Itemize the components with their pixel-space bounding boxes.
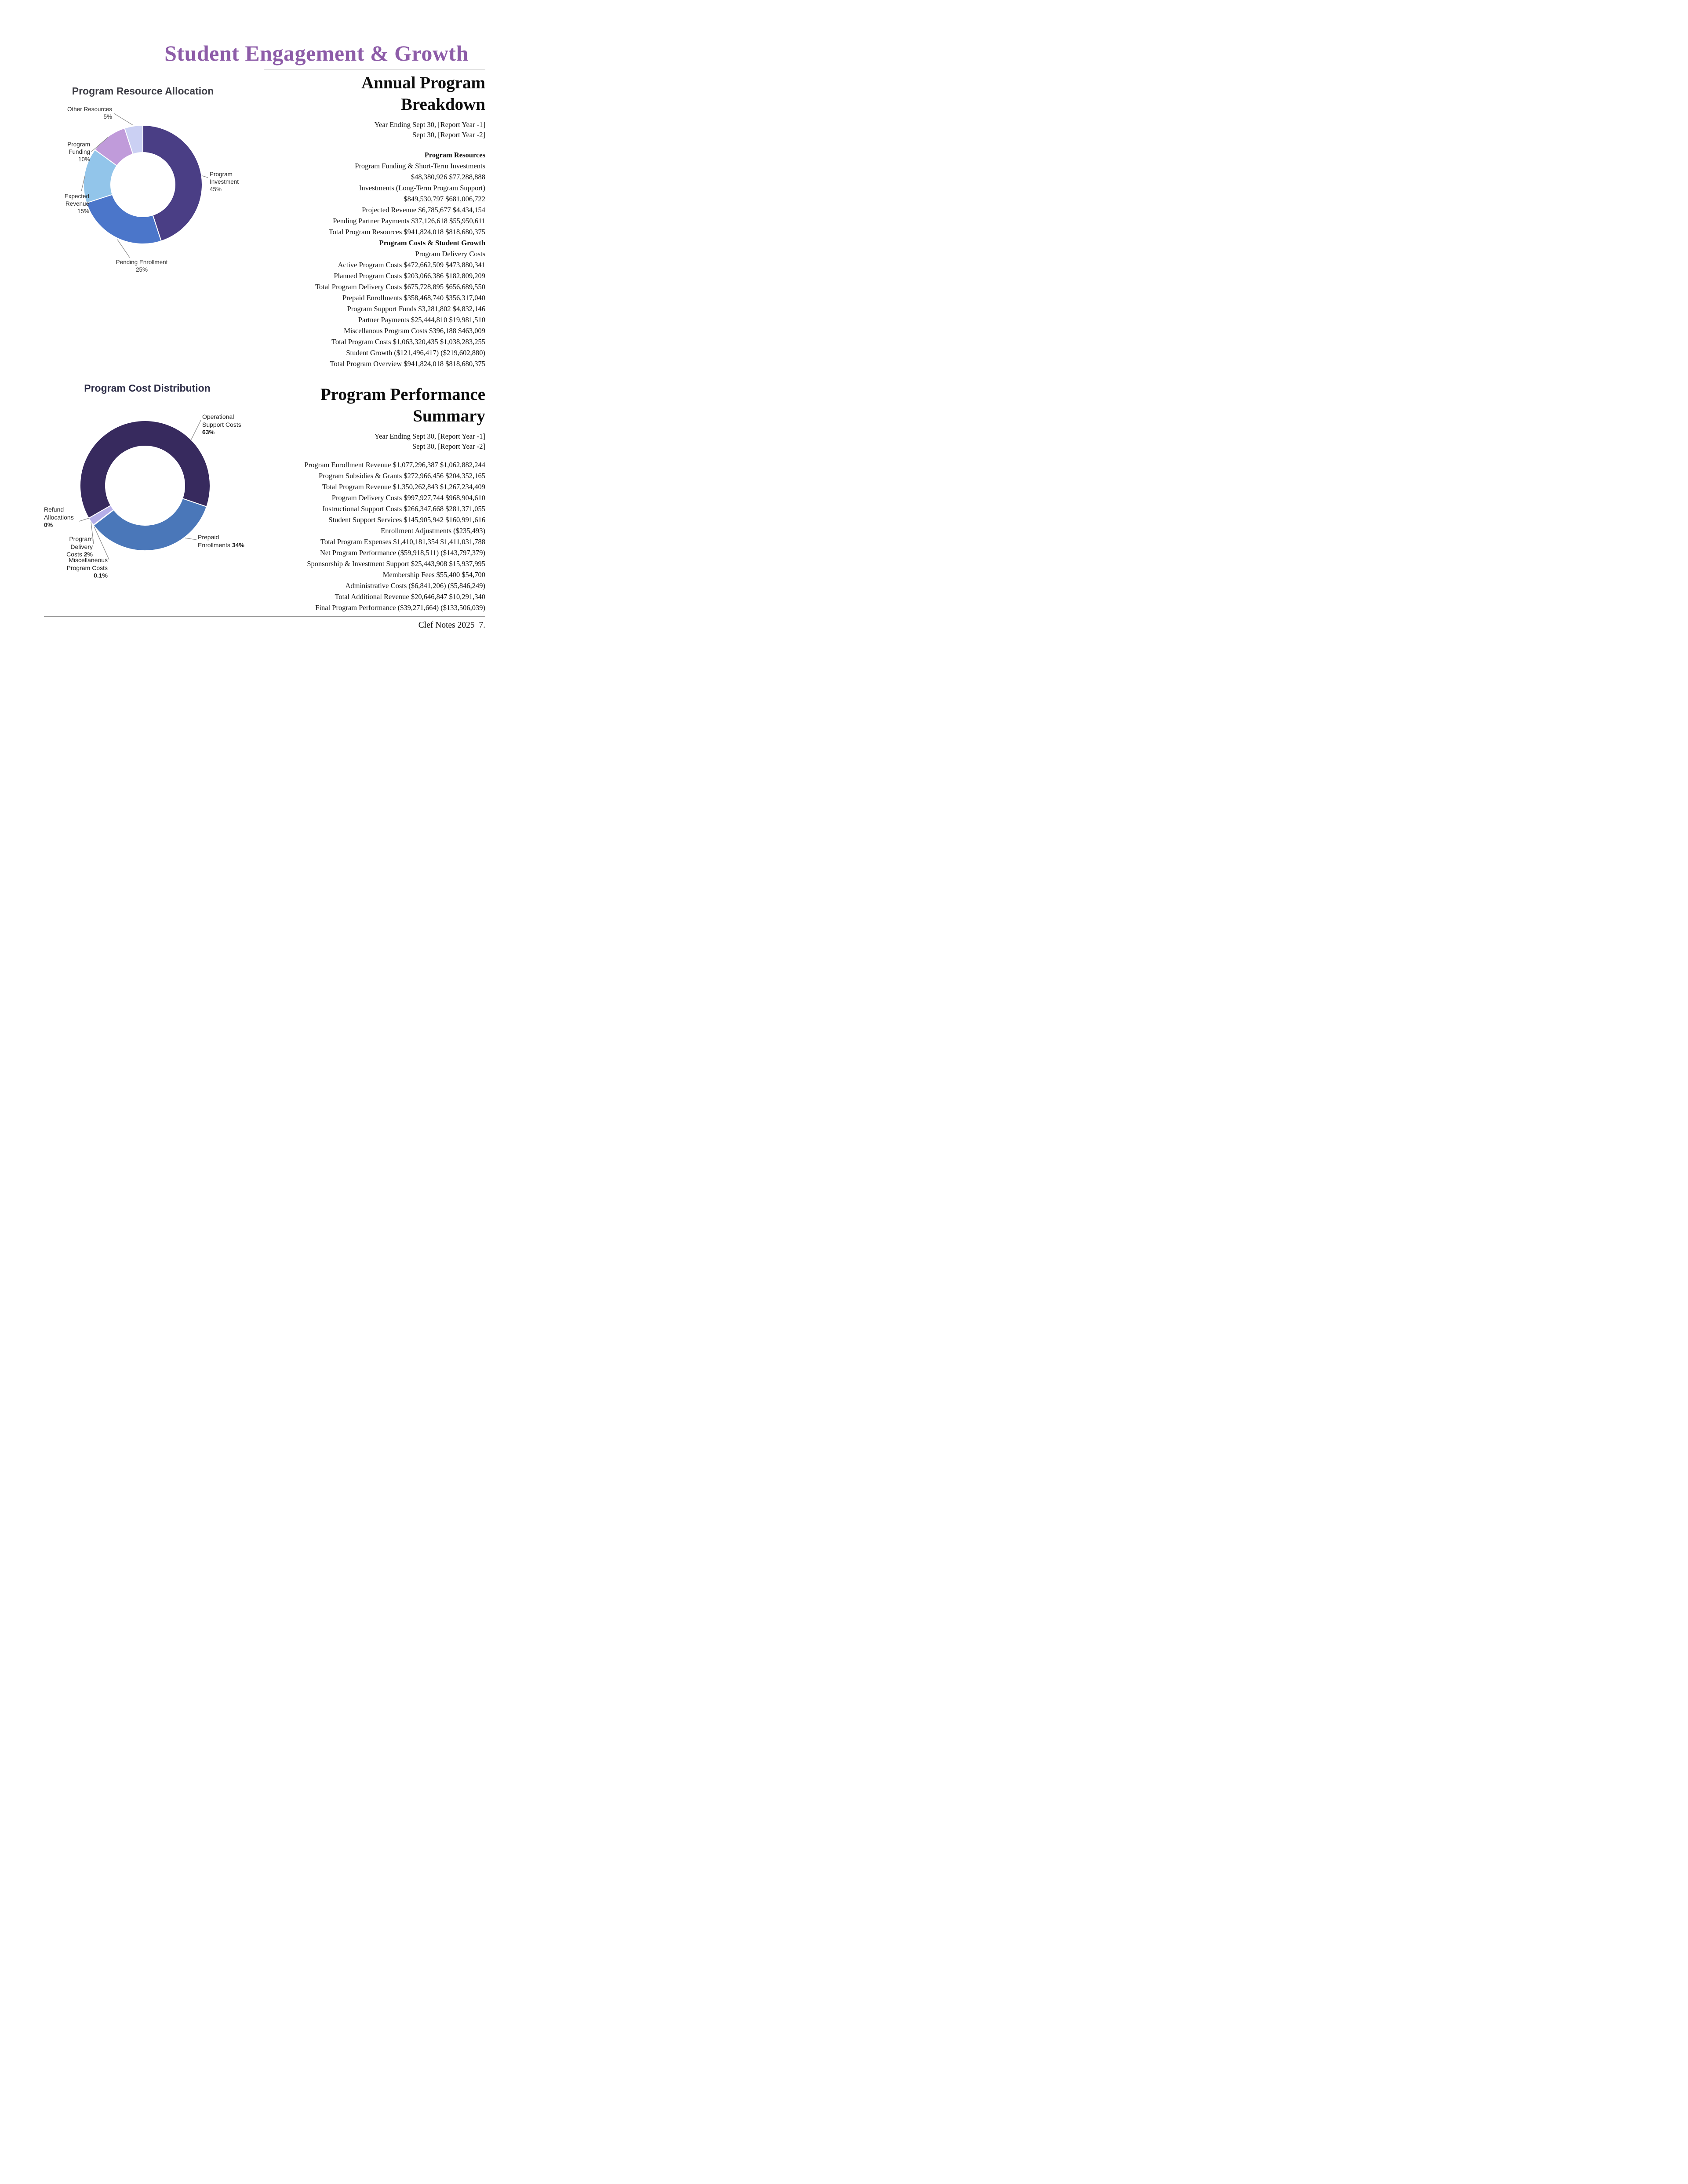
report-period: Year Ending Sept 30, [Report Year -1] Sep… bbox=[264, 431, 485, 451]
report-lines: Program Resources Program Funding & Short… bbox=[264, 149, 485, 369]
leader-program-delivery-costs bbox=[91, 522, 94, 545]
report-line: Program Support Funds $3,281,802 $4,832,… bbox=[347, 305, 485, 313]
report-line: Program Enrollment Revenue $1,077,296,38… bbox=[304, 461, 485, 469]
report-period-line: Sept 30, [Report Year -2] bbox=[412, 442, 485, 451]
report-line: Program Delivery Costs bbox=[415, 250, 485, 258]
leader-operational-support-costs bbox=[191, 420, 201, 440]
report-line: Pending Partner Payments $37,126,618 $55… bbox=[333, 217, 485, 225]
report-line: Prepaid Enrollments $358,468,740 $356,31… bbox=[342, 294, 485, 302]
page-footer: Clef Notes 2025 7. bbox=[44, 616, 485, 630]
chart-title: Program Cost Distribution bbox=[84, 382, 211, 394]
section-program-performance-summary: Program Performance Summary Year Ending … bbox=[264, 380, 485, 613]
report-line: Total Program Expenses $1,410,181,354 $1… bbox=[320, 538, 485, 546]
leader-refund-allocations bbox=[79, 518, 89, 522]
report-line: Total Additional Revenue $20,646,847 $10… bbox=[335, 592, 485, 601]
report-page: Student Engagement & Growth Program Reso… bbox=[0, 0, 545, 705]
donut-slice bbox=[86, 194, 162, 244]
report-line: Student Support Services $145,905,942 $1… bbox=[328, 516, 485, 524]
donut-slice bbox=[142, 125, 203, 242]
report-line: Miscellanous Program Costs $396,188 $463… bbox=[344, 327, 485, 335]
donut-slice bbox=[88, 505, 114, 526]
chart-label-program-funding: Program Funding 10% bbox=[67, 141, 90, 163]
section-heading: Annual Program Breakdown bbox=[361, 73, 485, 114]
report-line: Total Program Resources $941,824,018 $81… bbox=[328, 228, 485, 236]
report-line: $849,530,797 $681,006,722 bbox=[404, 195, 485, 203]
page-title: Student Engagement & Growth bbox=[164, 41, 469, 65]
report-period: Year Ending Sept 30, [Report Year -1] Sep… bbox=[264, 120, 485, 140]
leader-prepaid-enrollments bbox=[185, 538, 197, 540]
report-line: Total Program Overview $941,824,018 $818… bbox=[330, 360, 485, 368]
chart-label-program-delivery-costs: Program Delivery Costs 2% bbox=[66, 535, 93, 558]
chart-label-program-investment: Program Investment 45% bbox=[210, 171, 239, 193]
chart-program-cost-distribution: Program Cost Distribution Operational Su… bbox=[37, 377, 257, 588]
donut-chart bbox=[80, 420, 211, 551]
leader-other-resources bbox=[113, 113, 134, 126]
report-period-line: Year Ending Sept 30, [Report Year -1] bbox=[374, 432, 485, 440]
donut-slice bbox=[93, 498, 207, 551]
chart-label-expected-revenue: Expected Revenue 15% bbox=[64, 193, 89, 214]
report-line: Planned Program Costs $203,066,386 $182,… bbox=[334, 272, 485, 280]
report-lines: Program Enrollment Revenue $1,077,296,38… bbox=[264, 459, 485, 613]
report-line: Program Costs & Student Growth bbox=[379, 239, 485, 247]
report-line: Program Resources bbox=[424, 151, 485, 159]
leader-program-investment bbox=[202, 175, 208, 178]
report-line: Instructional Support Costs $266,347,668… bbox=[322, 505, 485, 513]
report-line: $48,380,926 $77,288,888 bbox=[411, 173, 485, 181]
report-line: Membership Fees $55,400 $54,700 bbox=[382, 571, 485, 579]
report-line: Student Growth ($121,496,417) ($219,602,… bbox=[346, 349, 485, 357]
leader-lines bbox=[81, 113, 208, 258]
chart-label-operational-support-costs: Operational Support Costs 63% bbox=[202, 413, 241, 436]
donut-chart bbox=[83, 125, 203, 244]
report-line: Program Subsidies & Grants $272,966,456 … bbox=[318, 472, 485, 480]
report-line: Program Funding & Short-Term Investments bbox=[355, 162, 485, 170]
chart-label-other-resources: Other Resources 5% bbox=[67, 106, 112, 120]
report-line: Total Program Revenue $1,350,262,843 $1,… bbox=[322, 483, 485, 491]
report-line: Program Delivery Costs $997,927,744 $968… bbox=[331, 494, 485, 502]
chart-program-resource-allocation: Program Resource Allocation Other Resour… bbox=[37, 83, 248, 280]
leader-pending-enrollment bbox=[117, 239, 130, 258]
report-line: Net Program Performance ($59,918,511) ($… bbox=[320, 549, 485, 557]
chart-title: Program Resource Allocation bbox=[72, 85, 214, 97]
donut-slice bbox=[80, 420, 211, 519]
donut-slice bbox=[124, 125, 143, 155]
leader-miscellaneous-program-costs bbox=[94, 526, 109, 560]
report-line: Partner Payments $25,444,810 $19,981,510 bbox=[358, 316, 485, 324]
leader-program-funding bbox=[91, 137, 109, 152]
chart-label-miscellaneous-program-costs: Miscellaneous Program Costs 0.1% bbox=[66, 556, 108, 579]
section-annual-program-breakdown: Annual Program Breakdown Year Ending Sep… bbox=[264, 69, 485, 369]
section-heading: Program Performance Summary bbox=[320, 385, 485, 425]
report-line: Enrollment Adjustments ($235,493) bbox=[381, 527, 485, 535]
report-line: Sponsorship & Investment Support $25,443… bbox=[307, 560, 485, 568]
report-line: Projected Revenue $6,785,677 $4,434,154 bbox=[362, 206, 485, 214]
leader-lines bbox=[79, 420, 201, 560]
report-line: Active Program Costs $472,662,509 $473,8… bbox=[338, 261, 486, 269]
report-line: Total Program Costs $1,063,320,435 $1,03… bbox=[331, 338, 485, 346]
report-period-line: Year Ending Sept 30, [Report Year -1] bbox=[374, 120, 485, 129]
chart-label-pending-enrollment: Pending Enrollment 25% bbox=[116, 259, 168, 273]
report-line: Final Program Performance ($39,271,664) … bbox=[315, 603, 485, 612]
report-period-line: Sept 30, [Report Year -2] bbox=[412, 131, 485, 139]
report-column: Annual Program Breakdown Year Ending Sep… bbox=[264, 69, 485, 613]
leader-expected-revenue bbox=[81, 176, 85, 192]
chart-label-refund-allocations: Refund Allocations 0% bbox=[44, 506, 74, 528]
report-line: Investments (Long-Term Program Support) bbox=[359, 184, 485, 192]
report-line: Total Program Delivery Costs $675,728,89… bbox=[315, 283, 485, 291]
chart-label-prepaid-enrollments: Prepaid Enrollments 34% bbox=[198, 534, 244, 549]
report-line: Administrative Costs ($6,841,206) ($5,84… bbox=[345, 581, 485, 590]
